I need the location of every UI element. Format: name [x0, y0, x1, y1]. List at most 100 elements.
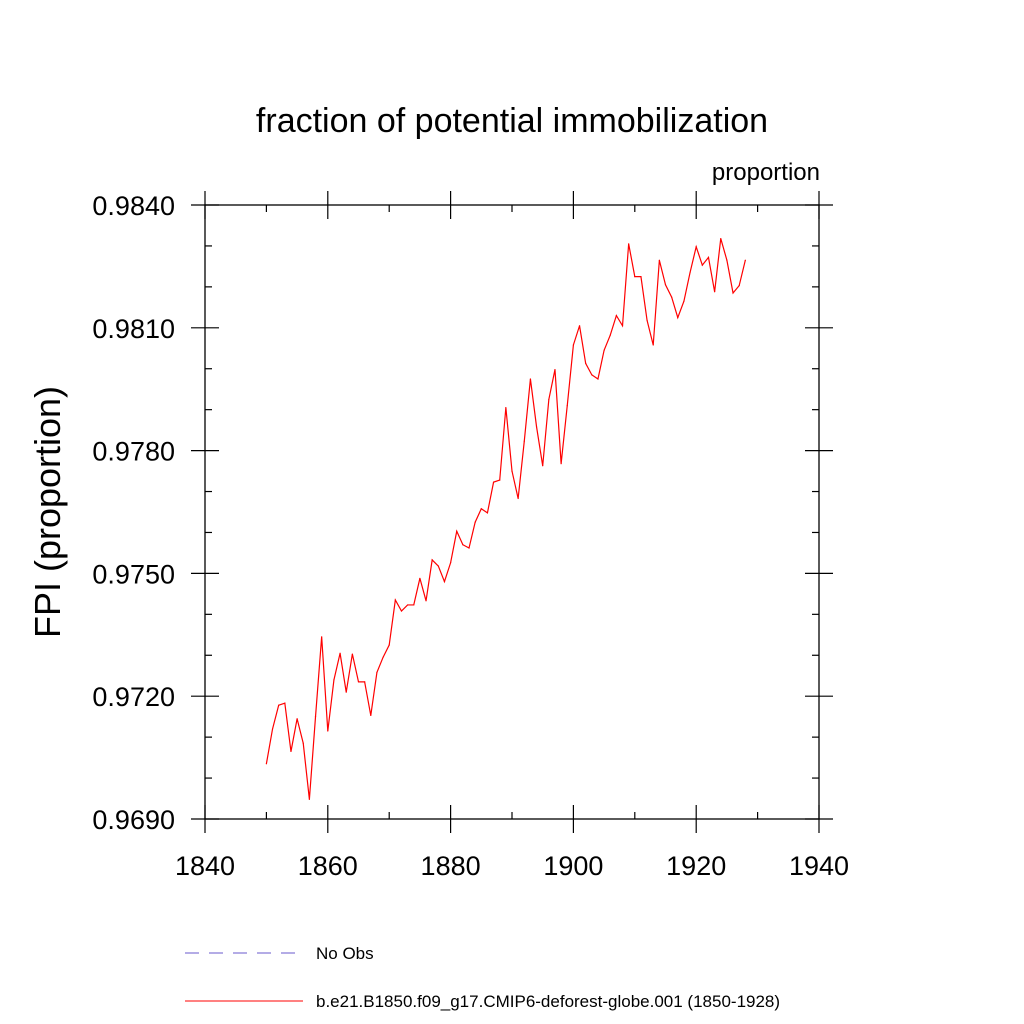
data-point	[302, 742, 304, 744]
x-tick-label: 1940	[789, 851, 849, 881]
data-point	[492, 481, 495, 483]
data-point	[542, 465, 544, 467]
data-point	[431, 559, 433, 561]
data-point	[284, 702, 286, 704]
data-point	[658, 259, 660, 261]
data-point	[308, 798, 310, 800]
x-tick-label: 1900	[543, 851, 603, 881]
chart-title: fraction of potential immobilization	[256, 102, 768, 140]
data-point	[376, 671, 378, 674]
axis-ticks	[191, 191, 833, 833]
data-point	[640, 276, 642, 278]
x-tick-label: 1880	[421, 851, 481, 881]
data-point	[578, 325, 581, 327]
data-point	[468, 547, 470, 549]
data-point	[671, 296, 673, 298]
data-point	[345, 691, 347, 693]
data-point	[677, 316, 679, 319]
data-point	[407, 604, 409, 606]
data-point	[486, 512, 489, 514]
data-point	[265, 763, 267, 765]
data-point	[499, 479, 501, 481]
data-point	[419, 577, 421, 579]
x-tick-label: 1860	[298, 851, 358, 881]
data-point	[628, 243, 630, 245]
data-point	[351, 653, 353, 655]
data-point	[327, 730, 329, 732]
data-point	[732, 292, 734, 294]
y-axis-label: FPI (proportion)	[27, 386, 68, 638]
data-point	[394, 599, 396, 601]
data-point	[560, 463, 562, 465]
x-tick-label: 1840	[175, 851, 235, 881]
data-point	[603, 349, 605, 351]
data-point	[511, 470, 513, 472]
data-point	[695, 246, 697, 248]
data-point	[615, 314, 617, 317]
data-point	[744, 259, 746, 261]
data-point	[400, 610, 403, 612]
units-label: proportion	[712, 159, 820, 186]
data-point	[474, 521, 476, 523]
y-tick-label: 0.9720	[92, 682, 175, 712]
data-point	[462, 544, 464, 546]
data-point	[333, 679, 335, 681]
y-tick-label: 0.9780	[92, 437, 175, 467]
x-tick-label: 1920	[666, 851, 726, 881]
data-point	[609, 334, 611, 336]
data-point	[548, 398, 550, 401]
data-point	[652, 344, 654, 346]
data-point	[689, 271, 691, 274]
data-point	[714, 291, 716, 293]
data-point	[321, 636, 323, 638]
data-point	[278, 704, 280, 706]
data-point	[450, 562, 452, 564]
series-layer	[265, 237, 746, 800]
y-tick-label: 0.9750	[92, 559, 175, 589]
data-point	[517, 497, 519, 500]
data-point	[388, 644, 390, 646]
data-point	[621, 325, 624, 327]
data-point	[382, 656, 384, 658]
data-point	[535, 426, 538, 428]
data-point	[726, 259, 728, 261]
data-point	[456, 530, 458, 532]
data-point	[296, 718, 298, 720]
data-point	[505, 407, 507, 409]
data-point	[443, 580, 446, 583]
data-point	[370, 714, 372, 717]
data-point	[738, 285, 740, 287]
legend-label: b.e21.B1850.f09_g17.CMIP6-deforest-globe…	[316, 992, 780, 1011]
data-point	[480, 508, 482, 510]
data-point	[597, 378, 599, 380]
y-tick-label: 0.9690	[92, 805, 175, 835]
data-point	[339, 652, 341, 654]
data-point	[720, 237, 722, 240]
axis-tick-labels: 1840 1860 1880 1900 1920 1940 0.9690 0.9720 0.97…	[92, 191, 849, 881]
data-point	[707, 256, 710, 258]
data-point	[683, 300, 685, 302]
legend-label: No Obs	[316, 944, 374, 963]
data-point	[523, 440, 525, 442]
data-point	[591, 374, 593, 376]
y-tick-label: 0.9840	[92, 191, 175, 221]
y-tick-label: 0.9810	[92, 314, 175, 344]
data-point	[646, 319, 648, 322]
plot-frame	[204, 204, 820, 820]
data-point	[357, 681, 360, 683]
data-point	[290, 750, 292, 753]
data-point	[701, 264, 703, 266]
series-line-1	[265, 238, 746, 800]
data-point	[585, 362, 587, 365]
data-point	[566, 404, 568, 407]
data-point	[634, 276, 636, 278]
data-point	[572, 344, 575, 346]
data-point	[437, 565, 439, 567]
data-point	[554, 368, 556, 371]
data-point	[413, 604, 415, 606]
legend: No Obs b.e21.B1850.f09_g17.CMIP6-deforest…	[185, 944, 780, 1011]
data-point	[664, 284, 667, 286]
data-point	[425, 600, 427, 602]
data-point	[364, 681, 366, 683]
